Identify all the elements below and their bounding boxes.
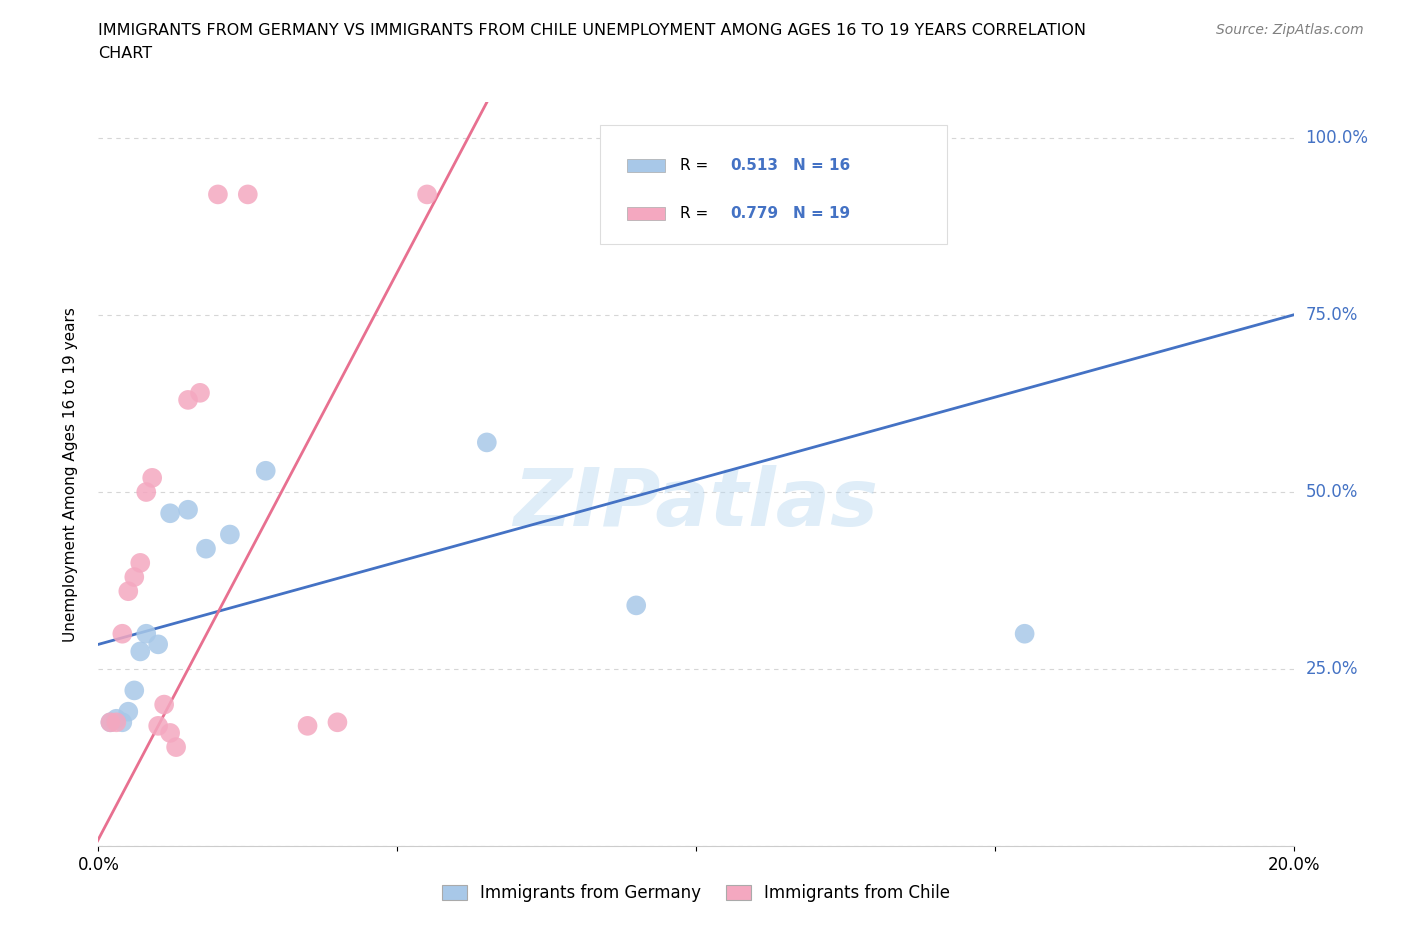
Point: [159, 725, 181, 740]
Text: 50.0%: 50.0%: [1305, 483, 1358, 501]
Point: [124, 569, 146, 584]
Point: [254, 463, 277, 478]
Y-axis label: Unemployment Among Ages 16 to 19 years: Unemployment Among Ages 16 to 19 years: [63, 307, 77, 642]
Point: [624, 598, 647, 613]
Point: [117, 584, 139, 599]
Point: [129, 644, 152, 658]
Legend: Immigrants from Germany, Immigrants from Chile: Immigrants from Germany, Immigrants from…: [434, 877, 957, 909]
Text: N = 19: N = 19: [793, 206, 851, 220]
Point: [177, 392, 200, 407]
Point: [98, 715, 122, 730]
Point: [135, 626, 157, 641]
Point: [207, 187, 229, 202]
Point: [188, 385, 211, 400]
FancyBboxPatch shape: [600, 125, 946, 244]
Text: 75.0%: 75.0%: [1305, 306, 1358, 324]
Point: [129, 555, 152, 570]
Text: IMMIGRANTS FROM GERMANY VS IMMIGRANTS FROM CHILE UNEMPLOYMENT AMONG AGES 16 TO 1: IMMIGRANTS FROM GERMANY VS IMMIGRANTS FR…: [98, 23, 1087, 38]
Point: [165, 739, 187, 754]
Bar: [627, 159, 665, 172]
Text: ZIPatlas: ZIPatlas: [513, 465, 879, 543]
Point: [141, 471, 163, 485]
Point: [111, 626, 134, 641]
Point: [98, 715, 122, 730]
Point: [105, 715, 128, 730]
Text: N = 16: N = 16: [793, 158, 851, 173]
Point: [416, 187, 439, 202]
Point: [117, 704, 139, 719]
Text: R =: R =: [679, 158, 713, 173]
Point: [124, 683, 146, 698]
Point: [105, 711, 128, 726]
Point: [148, 637, 170, 652]
Text: 100.0%: 100.0%: [1305, 128, 1368, 147]
Point: [1014, 626, 1036, 641]
Point: [297, 718, 319, 733]
Text: 0.513: 0.513: [730, 158, 778, 173]
Point: [236, 187, 259, 202]
Point: [219, 527, 242, 542]
Point: [194, 541, 218, 556]
Text: R =: R =: [679, 206, 713, 220]
Point: [475, 435, 498, 450]
Text: 25.0%: 25.0%: [1305, 660, 1358, 678]
Text: CHART: CHART: [98, 46, 152, 61]
Point: [153, 698, 176, 712]
Point: [326, 715, 349, 730]
Point: [159, 506, 181, 521]
Text: Source: ZipAtlas.com: Source: ZipAtlas.com: [1216, 23, 1364, 37]
Bar: [627, 206, 665, 220]
Point: [111, 715, 134, 730]
Text: 0.779: 0.779: [730, 206, 778, 220]
Point: [148, 718, 170, 733]
Point: [177, 502, 200, 517]
Point: [135, 485, 157, 499]
